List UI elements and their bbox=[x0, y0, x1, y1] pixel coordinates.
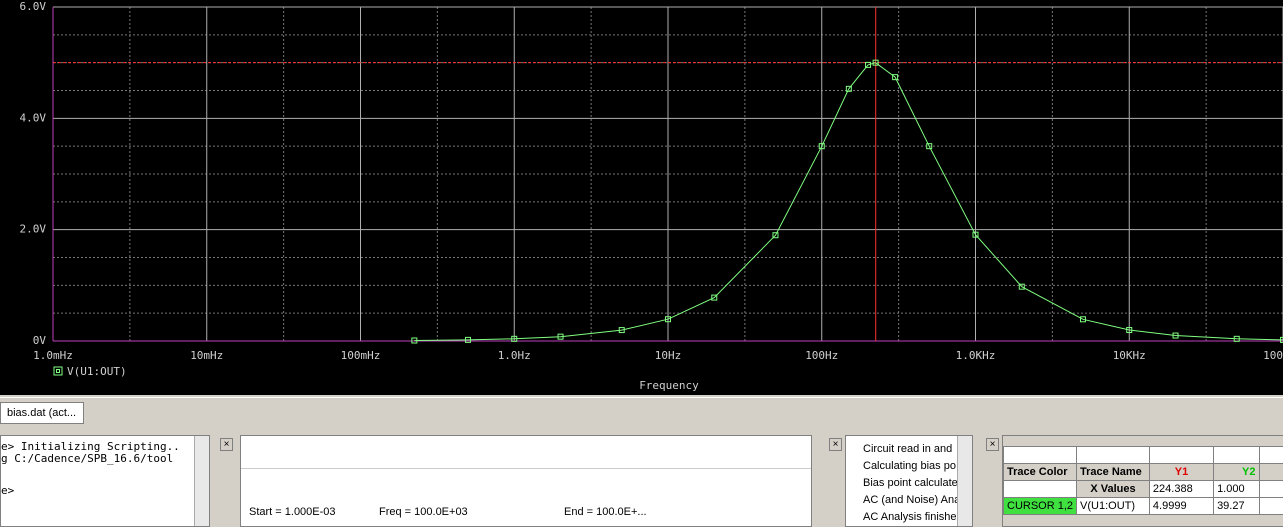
scrollbar[interactable] bbox=[957, 436, 972, 526]
x-tick-label: 10Hz bbox=[655, 349, 682, 362]
x-tick-label: 100Hz bbox=[805, 349, 838, 362]
cell: 1.000 bbox=[1214, 481, 1259, 498]
cell: 224.388 bbox=[1149, 481, 1213, 498]
y-tick-label: 4.0V bbox=[20, 111, 47, 124]
chart: Frequency 0V 2.0V 4.0V 6.0V 1.0mHz 10mHz 100mH… bbox=[0, 0, 1283, 395]
x-tick-label: 100mHz bbox=[341, 349, 381, 362]
log-line: Calculating bias po bbox=[863, 458, 960, 475]
sim-param: Freq = 100.0E+03 bbox=[379, 506, 468, 518]
log-line: Bias point calculate bbox=[863, 475, 960, 492]
header-cell: Y2 bbox=[1214, 464, 1259, 481]
x-tick-label: 1.0mHz bbox=[33, 349, 73, 362]
console-line: e> bbox=[1, 485, 14, 496]
header-cell: Trace Color bbox=[1004, 464, 1077, 481]
x-tick-label: 1.0KHz bbox=[956, 349, 996, 362]
x-tick-label: 10KHz bbox=[1113, 349, 1146, 362]
row-label: CURSOR 1,2 bbox=[1004, 498, 1077, 515]
cursor-table: Trace Color Trace Name Y1 Y2 X Values 22… bbox=[1003, 446, 1283, 515]
header-cell: Y1 bbox=[1149, 464, 1213, 481]
x-tick-label: 1.0Hz bbox=[498, 349, 531, 362]
sim-param: End = 100.0E+... bbox=[564, 506, 647, 518]
cell: V(U1:OUT) bbox=[1077, 498, 1150, 515]
close-button[interactable]: × bbox=[220, 438, 233, 451]
x-tick-label: 10mHz bbox=[190, 349, 223, 362]
close-button[interactable]: × bbox=[829, 438, 842, 451]
header-cell: Trace Name bbox=[1077, 464, 1150, 481]
cell: 39.27 bbox=[1214, 498, 1259, 515]
plot-background bbox=[0, 0, 1283, 395]
y-tick-label: 6.0V bbox=[20, 0, 47, 13]
cursor-panel: Trace Color Trace Name Y1 Y2 X Values 22… bbox=[1002, 435, 1283, 527]
sim-param: Start = 1.000E-03 bbox=[249, 506, 336, 518]
header-row bbox=[241, 446, 811, 469]
log-line: Circuit read in and bbox=[863, 441, 960, 458]
tab-strip bbox=[0, 397, 1283, 428]
log-line: AC Analysis finishe bbox=[863, 509, 960, 526]
sim-panel: Start = 1.000E-03 Freq = 100.0E+03 End =… bbox=[240, 435, 812, 527]
cell: 4.9999 bbox=[1149, 498, 1213, 515]
console-line: e> Initializing Scripting.. bbox=[1, 441, 180, 452]
x-tick-label: 100KHz bbox=[1263, 349, 1283, 362]
close-button[interactable]: × bbox=[986, 438, 999, 451]
legend-label: V(U1:OUT) bbox=[67, 365, 127, 378]
console-panel: e> Initializing Scripting.. g C:/Cadence… bbox=[0, 435, 210, 527]
tab[interactable]: bias.dat (act... bbox=[0, 402, 84, 424]
row-label: X Values bbox=[1077, 481, 1150, 498]
log-line: AC (and Noise) Ana bbox=[863, 492, 960, 509]
scrollbar[interactable] bbox=[194, 436, 209, 526]
y-tick-label: 0V bbox=[33, 334, 47, 347]
log-panel: Circuit read in and Calculating bias po … bbox=[845, 435, 973, 527]
y-tick-label: 2.0V bbox=[20, 223, 47, 236]
console-line: g C:/Cadence/SPB_16.6/tool bbox=[1, 453, 173, 464]
x-axis-label: Frequency bbox=[639, 379, 699, 392]
